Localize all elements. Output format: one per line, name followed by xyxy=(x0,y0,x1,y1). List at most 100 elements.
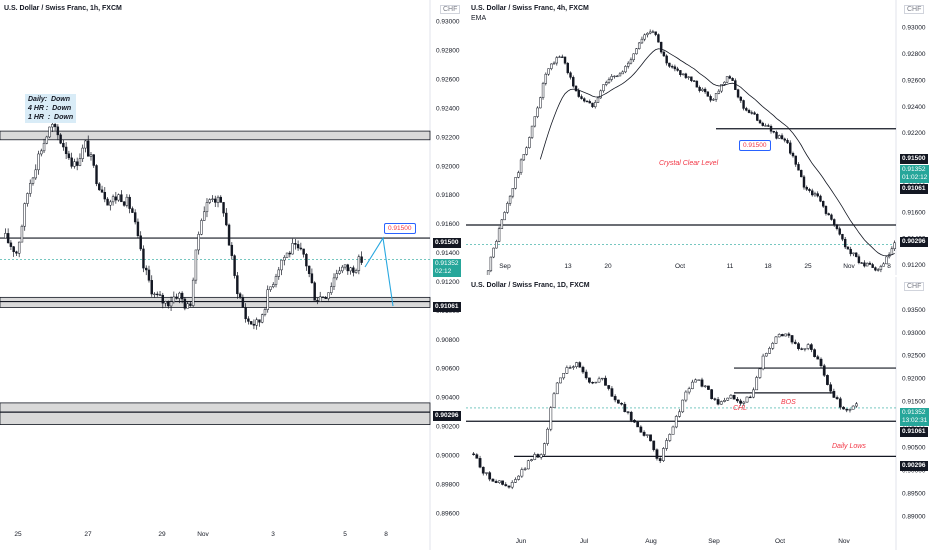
p4h-candle-body xyxy=(530,125,534,138)
projected-path-line xyxy=(364,236,394,307)
p1d-candle-body xyxy=(549,407,553,430)
chart-1h-canvas[interactable]: 0.93000 0.92800 0.92600 0.92400 0.92200 0.920… xyxy=(0,0,464,550)
trend-daily: Daily: Down xyxy=(28,96,71,103)
p1h-candle-body xyxy=(310,273,314,284)
p4h-candle-body xyxy=(734,80,737,90)
p1h-candle-body xyxy=(266,289,269,310)
p1d-candle-body xyxy=(739,400,742,404)
p1d-y-tick-label: 0.89500 xyxy=(902,490,926,497)
crystal-clear-level-label: Crystal Clear Level xyxy=(659,160,719,167)
p1h-candle-body xyxy=(258,319,261,323)
p1h-candle-body xyxy=(327,292,330,299)
p1d-candle-body xyxy=(793,341,797,344)
chart-4h-current-price: 0.91352 xyxy=(902,166,926,173)
p1d-candle-body xyxy=(687,388,691,393)
p1h-candle-body xyxy=(81,147,84,159)
p1d-candle-body xyxy=(835,397,839,400)
p1h-sr-zone xyxy=(0,296,431,308)
p4h-candle-body xyxy=(566,62,569,74)
p1h-candle-body xyxy=(294,243,297,245)
p1h-candle-body xyxy=(238,293,242,298)
p4h-y2-tick-label: 0.92500 xyxy=(868,95,892,102)
p1h-y-tick-label: 0.93000 xyxy=(436,19,460,26)
p1h-candle-body xyxy=(64,146,68,155)
p1d-x-tick-label: Jun xyxy=(516,538,527,545)
p1h-x-tick-label: 25 xyxy=(14,531,22,538)
p1h-y-tick-label: 0.91400 xyxy=(436,250,460,257)
p1h-candle-body xyxy=(103,192,107,200)
p4h-candle-body xyxy=(769,126,773,132)
chart-1d-current-price: 0.91352 xyxy=(902,409,926,416)
p4h-x-tick-label: 13 xyxy=(564,263,572,270)
p1d-candle-body xyxy=(591,382,595,384)
p1d-candle-body xyxy=(517,475,521,480)
p1d-candle-body xyxy=(816,356,820,360)
p4h-y2-tick-label: 0.93000 xyxy=(868,62,892,69)
p1h-y-tick-label: 0.90400 xyxy=(436,395,460,402)
chart-1d-currency-badge: CHF xyxy=(904,282,925,291)
p1h-candle-body xyxy=(169,301,173,307)
p1h-candle-body xyxy=(164,301,167,304)
p1h-candle-body xyxy=(191,279,195,306)
p1d-candle-body xyxy=(652,440,656,450)
p1h-candle-body xyxy=(236,275,239,295)
p4h-candle-body xyxy=(756,114,759,121)
p4h-candle-body xyxy=(808,189,811,191)
p1d-candle-body xyxy=(713,398,717,400)
chart-panel-1h[interactable]: 0.93000 0.92800 0.92600 0.92400 0.92200 0.920… xyxy=(0,0,464,550)
p1h-candle-body xyxy=(4,233,7,239)
chart-1d-canvas[interactable]: 0.93500 0.93000 0.92500 0.92000 0.91500 0.910… xyxy=(466,277,932,550)
chart-4h-callout-level: 0.91500 xyxy=(739,140,771,151)
p4h-candle-body xyxy=(824,206,828,214)
p4h-y-tick-label: 0.91600 xyxy=(902,209,926,216)
p1h-candle-body xyxy=(247,318,250,322)
p1h-candle-body xyxy=(9,242,13,247)
p1d-candle-body xyxy=(662,448,665,461)
chart-1d-level-label-91061: 0.91061 xyxy=(900,427,928,437)
p4h-candle-body xyxy=(613,75,616,78)
p1h-candle-body xyxy=(87,140,90,157)
chart-4h-canvas[interactable]: 0.93000 0.92800 0.92600 0.92400 0.92200 0.920… xyxy=(466,0,932,275)
p1h-y-tick-label: 0.90600 xyxy=(436,366,460,373)
p1d-candle-body xyxy=(565,367,569,374)
p1h-candle-body xyxy=(180,292,184,300)
p1d-candle-body xyxy=(655,449,659,459)
p1h-candle-body xyxy=(59,134,62,144)
p4h-candle-body xyxy=(728,76,732,79)
p4h-candle-body xyxy=(819,195,822,202)
p1d-candle-body xyxy=(629,411,633,421)
p4h-candle-body xyxy=(602,84,605,92)
p1d-candle-body xyxy=(546,428,549,444)
chart-1h-current-price: 0.91352 xyxy=(435,260,459,267)
p1h-candle-body xyxy=(131,208,134,213)
p1d-candle-body xyxy=(594,381,598,384)
p1d-candle-body xyxy=(774,336,778,344)
p1d-candle-body xyxy=(559,377,562,384)
chart-panel-4h[interactable]: 0.93000 0.92800 0.92600 0.92400 0.92200 0.920… xyxy=(466,0,932,275)
p1h-candle-body xyxy=(48,126,51,138)
chart-4h-level-label-91061: 0.91061 xyxy=(900,184,928,194)
p1d-candle-body xyxy=(536,454,540,458)
p1h-candle-body xyxy=(150,280,153,295)
p4h-candle-body xyxy=(610,76,613,80)
p4h-candle-body xyxy=(624,66,627,73)
p1h-candle-body xyxy=(89,154,93,157)
p1h-candle-body xyxy=(291,243,294,255)
chart-panel-1d[interactable]: 0.93500 0.93000 0.92500 0.92000 0.91500 0.910… xyxy=(466,277,932,550)
p4h-candle-body xyxy=(789,142,792,154)
trend-1hr: 1 HR : Down xyxy=(28,114,74,121)
p1d-candle-body xyxy=(697,379,701,381)
chart-4h-level-label-90296: 0.90296 xyxy=(900,237,928,247)
p4h-candle-body xyxy=(835,224,839,229)
p4h-x-tick-label: Nov xyxy=(843,263,855,270)
p4h-candle-body xyxy=(802,176,806,188)
p1d-candle-body xyxy=(732,394,736,400)
p1h-y-tick-label: 0.90000 xyxy=(436,452,460,459)
chart-4h-current-countdown: 01:02:12 xyxy=(902,174,928,181)
p4h-candle-body xyxy=(725,76,729,83)
p4h-candle-body xyxy=(497,228,501,242)
p4h-candle-body xyxy=(594,102,597,108)
p1d-y-tick-label: 0.92000 xyxy=(902,376,926,383)
p4h-candle-body xyxy=(742,100,745,109)
p4h-y2-tick-label: 0.92000 xyxy=(868,128,892,135)
